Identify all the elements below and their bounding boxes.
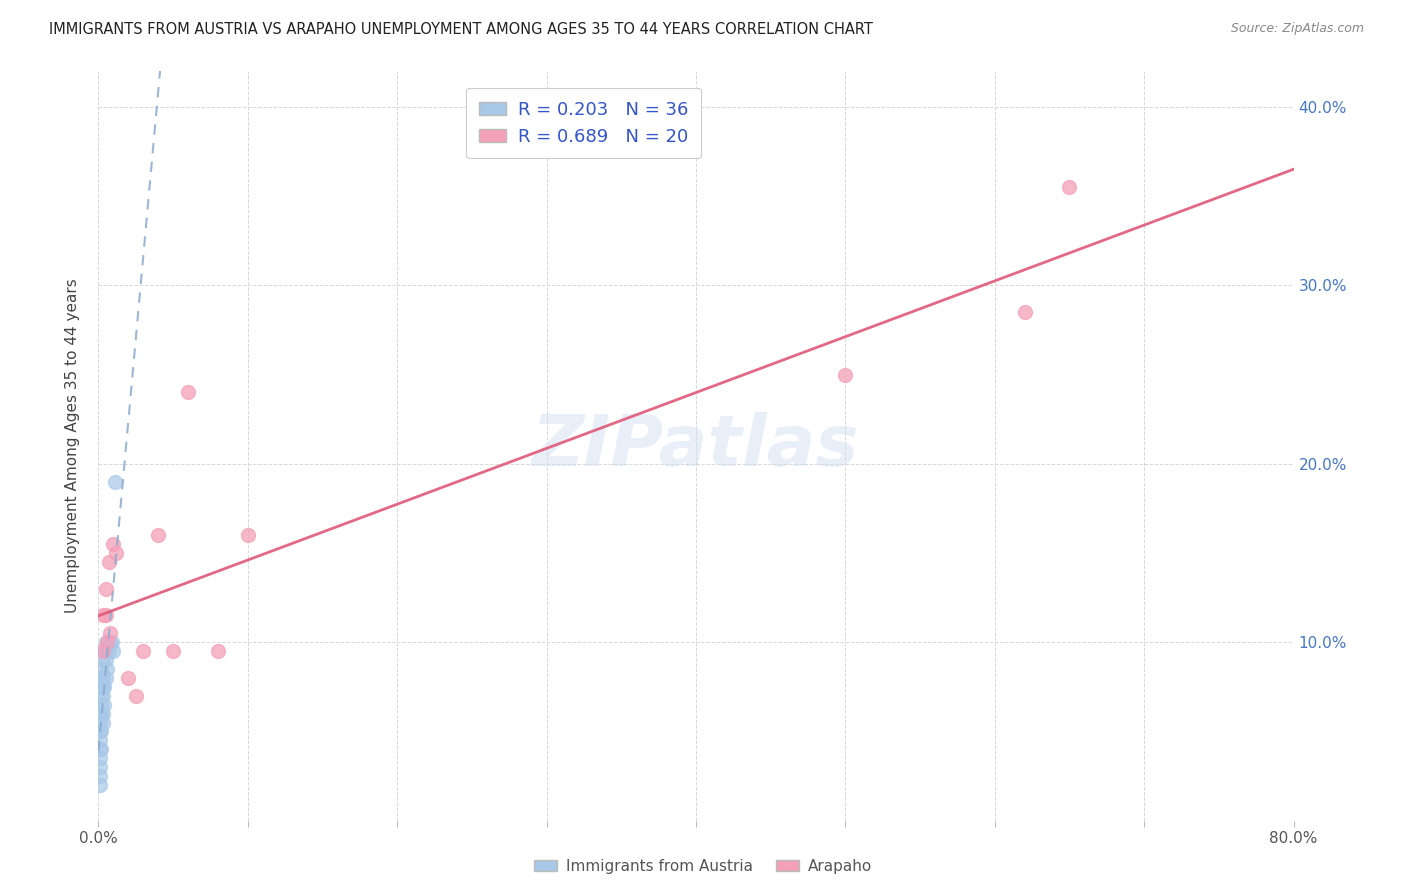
Point <box>94 671 117 685</box>
Point <box>89 769 111 783</box>
Text: IMMIGRANTS FROM AUSTRIA VS ARAPAHO UNEMPLOYMENT AMONG AGES 35 TO 44 YEARS CORREL: IMMIGRANTS FROM AUSTRIA VS ARAPAHO UNEMP… <box>49 22 873 37</box>
Point <box>89 778 111 792</box>
Point <box>101 635 124 649</box>
Y-axis label: Unemployment Among Ages 35 to 44 years: Unemployment Among Ages 35 to 44 years <box>65 278 80 614</box>
Point <box>90 698 112 712</box>
Point <box>89 751 111 765</box>
Point <box>96 635 118 649</box>
Point <box>94 582 117 596</box>
Point <box>117 671 139 685</box>
Point <box>104 475 127 489</box>
Point <box>97 555 120 569</box>
Point <box>91 644 114 658</box>
Point <box>96 662 118 676</box>
Point <box>89 715 111 730</box>
Point <box>90 724 112 739</box>
Point <box>93 698 115 712</box>
Point <box>89 760 111 774</box>
Point <box>103 644 125 658</box>
Point <box>89 733 111 747</box>
Point <box>97 644 120 658</box>
Point <box>89 724 111 739</box>
Point <box>94 608 117 623</box>
Point <box>90 706 112 721</box>
Point <box>162 644 184 658</box>
Point <box>125 689 148 703</box>
Text: Source: ZipAtlas.com: Source: ZipAtlas.com <box>1230 22 1364 36</box>
Point <box>177 385 200 400</box>
Point <box>91 653 114 667</box>
Point <box>90 671 112 685</box>
Point <box>132 644 155 658</box>
Point <box>1059 180 1081 194</box>
Point <box>91 706 114 721</box>
Point <box>207 644 229 658</box>
Point <box>94 635 117 649</box>
Point <box>834 368 856 382</box>
Point <box>98 626 122 640</box>
Point <box>91 715 114 730</box>
Text: ZIPatlas: ZIPatlas <box>533 411 859 481</box>
Point <box>98 635 122 649</box>
Point <box>148 528 170 542</box>
Point <box>93 644 115 658</box>
Point <box>1014 305 1036 319</box>
Legend: R = 0.203   N = 36, R = 0.689   N = 20: R = 0.203 N = 36, R = 0.689 N = 20 <box>465 88 702 158</box>
Point <box>90 689 112 703</box>
Point <box>89 706 111 721</box>
Point <box>90 662 112 676</box>
Legend: Immigrants from Austria, Arapaho: Immigrants from Austria, Arapaho <box>527 853 879 880</box>
Point <box>91 680 114 694</box>
Point <box>91 608 114 623</box>
Point <box>105 546 128 560</box>
Point <box>96 644 118 658</box>
Point <box>90 680 112 694</box>
Point <box>236 528 259 542</box>
Point <box>91 671 114 685</box>
Point <box>93 680 115 694</box>
Point <box>91 689 114 703</box>
Point <box>89 742 111 756</box>
Point <box>94 653 117 667</box>
Point <box>103 537 125 551</box>
Point <box>90 742 112 756</box>
